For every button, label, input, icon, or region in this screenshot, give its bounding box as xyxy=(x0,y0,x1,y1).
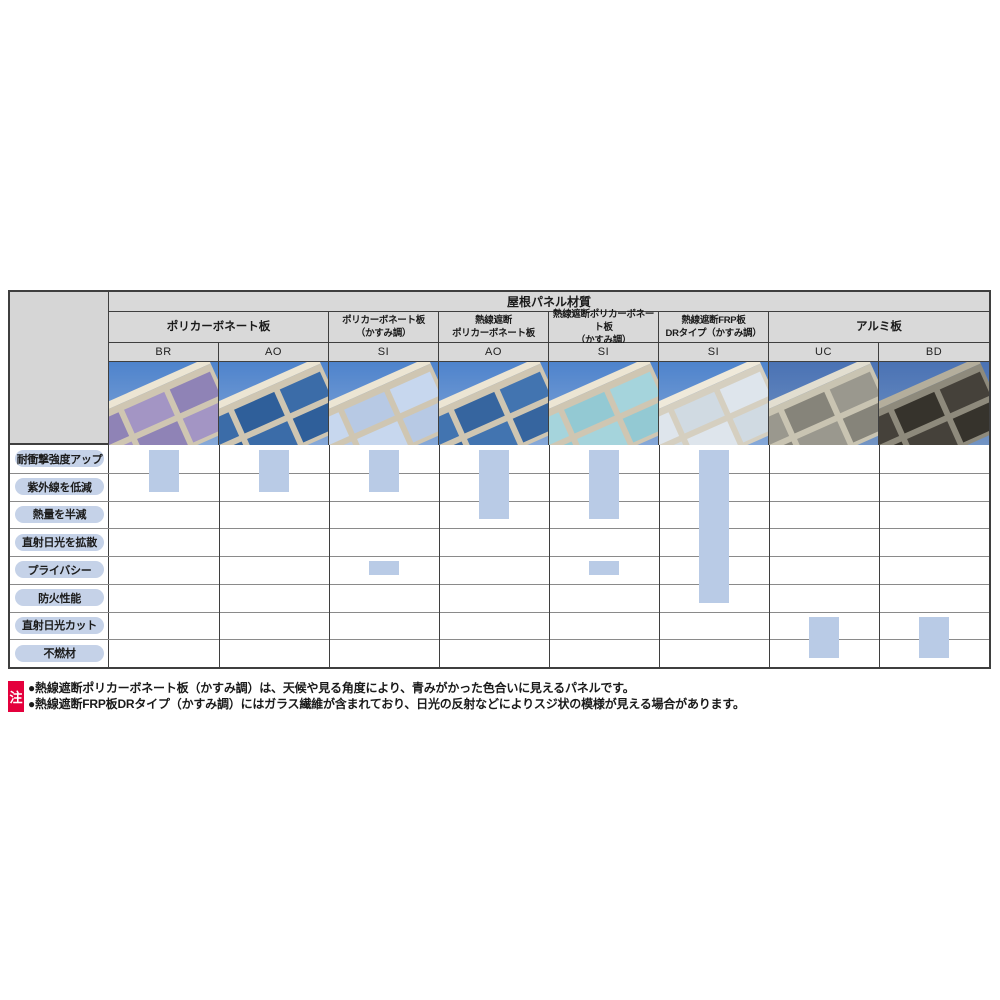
photo-cell-2 xyxy=(329,362,439,445)
row-label-pill-7: 不燃材 xyxy=(15,644,104,662)
photo-row xyxy=(109,362,989,445)
roof-panel-material-table: 屋根パネル材質 ポリカーボネート板 ポリカーボネート板 （かすみ調） 熱線遮断 ポリカー… xyxy=(8,290,991,669)
feature-mark-9 xyxy=(919,616,949,658)
note-item-0: ●熱線遮断ポリカーボネート板（かすみ調）は、天候や見る角度により、青みがかった色… xyxy=(28,681,635,695)
note-lines: ●熱線遮断ポリカーボネート板（かすみ調）は、天候や見る角度により、青みがかった色… xyxy=(28,680,988,712)
corner-cell xyxy=(10,292,109,445)
group-header-3: 熱線遮断ポリカーボネート板 （かすみ調） xyxy=(549,309,659,346)
note-item-1: ●熱線遮断FRP板DRタイプ（かすみ調）にはガラス繊維が含まれており、日光の反射… xyxy=(28,697,745,711)
code-header-0: BR xyxy=(109,343,219,361)
feature-mark-5 xyxy=(589,450,619,520)
grid-line-v xyxy=(329,445,330,667)
row-label-pill-6: 直射日光カット xyxy=(15,616,104,634)
code-header-2: SI xyxy=(329,343,439,361)
feature-mark-2 xyxy=(369,450,399,492)
feature-mark-0 xyxy=(149,450,179,492)
photo-cell-6 xyxy=(769,362,879,445)
group-header-0: ポリカーボネート板 xyxy=(109,312,329,342)
group-header-4: 熱線遮断FRP板 DRタイプ（かすみ調） xyxy=(659,312,769,342)
row-label-pill-1: 紫外線を低減 xyxy=(15,478,104,496)
code-header-3: AO xyxy=(439,343,549,361)
grid-line-v xyxy=(549,445,550,667)
feature-mark-7 xyxy=(699,450,729,603)
roof-photo-svg xyxy=(109,362,218,445)
roof-photo-svg xyxy=(659,362,768,445)
code-header-1: AO xyxy=(219,343,329,361)
grid-line-h xyxy=(10,528,989,530)
feature-mark-6 xyxy=(589,561,619,575)
feature-mark-4 xyxy=(479,450,509,520)
roof-photo-svg xyxy=(219,362,328,445)
group-header-1: ポリカーボネート板 （かすみ調） xyxy=(329,312,439,342)
photo-cell-1 xyxy=(219,362,329,445)
photo-cell-7 xyxy=(879,362,989,445)
grid-line-v xyxy=(219,445,220,667)
code-header-7: BD xyxy=(925,346,943,358)
notes-block: 注 ●熱線遮断ポリカーボネート板（かすみ調）は、天候や見る角度により、青みがかっ… xyxy=(8,680,988,712)
code-header-row: BR AO SI AO SI SI UC BD xyxy=(109,343,989,362)
code-header-4: SI xyxy=(549,343,659,361)
group-header-2: 熱線遮断 ポリカーボネート板 xyxy=(439,312,549,342)
roof-photo-svg xyxy=(329,362,438,445)
group-header-5: アルミ板 xyxy=(856,320,902,333)
feature-mark-8 xyxy=(809,616,839,658)
photo-cell-4 xyxy=(549,362,659,445)
row-label-pill-2: 熱量を半減 xyxy=(15,505,104,523)
photo-cell-0 xyxy=(109,362,219,445)
feature-mark-3 xyxy=(369,561,399,575)
note-badge: 注 xyxy=(8,681,24,712)
grid-line-v xyxy=(439,445,440,667)
code-header-5: SI xyxy=(659,343,769,361)
roof-photo-svg xyxy=(769,362,878,445)
roof-photo-svg xyxy=(549,362,658,445)
roof-photo-svg xyxy=(439,362,548,445)
code-header-6: UC xyxy=(769,343,879,361)
row-label-pill-0: 耐衝撃強度アップ xyxy=(15,450,104,468)
photo-cell-5 xyxy=(659,362,769,445)
grid-line-v xyxy=(659,445,660,667)
grid-line-h xyxy=(10,556,989,557)
grid-line-v xyxy=(769,445,770,667)
row-label-pill-4: プライバシー xyxy=(15,561,104,579)
grid-line-h xyxy=(10,611,989,613)
grid-line-h xyxy=(10,583,989,585)
feature-mark-1 xyxy=(259,450,289,492)
grid-line-v xyxy=(879,445,880,667)
table-title: 屋根パネル材質 xyxy=(109,292,989,312)
roof-photo-svg xyxy=(879,362,989,445)
row-label-pill-5: 防火性能 xyxy=(15,589,104,607)
grid-line-h xyxy=(10,639,989,641)
group-header-row: ポリカーボネート板 ポリカーボネート板 （かすみ調） 熱線遮断 ポリカーボネート板 熱線遮… xyxy=(109,309,989,346)
row-label-pill-3: 直射日光を拡散 xyxy=(15,533,104,551)
photo-cell-3 xyxy=(439,362,549,445)
